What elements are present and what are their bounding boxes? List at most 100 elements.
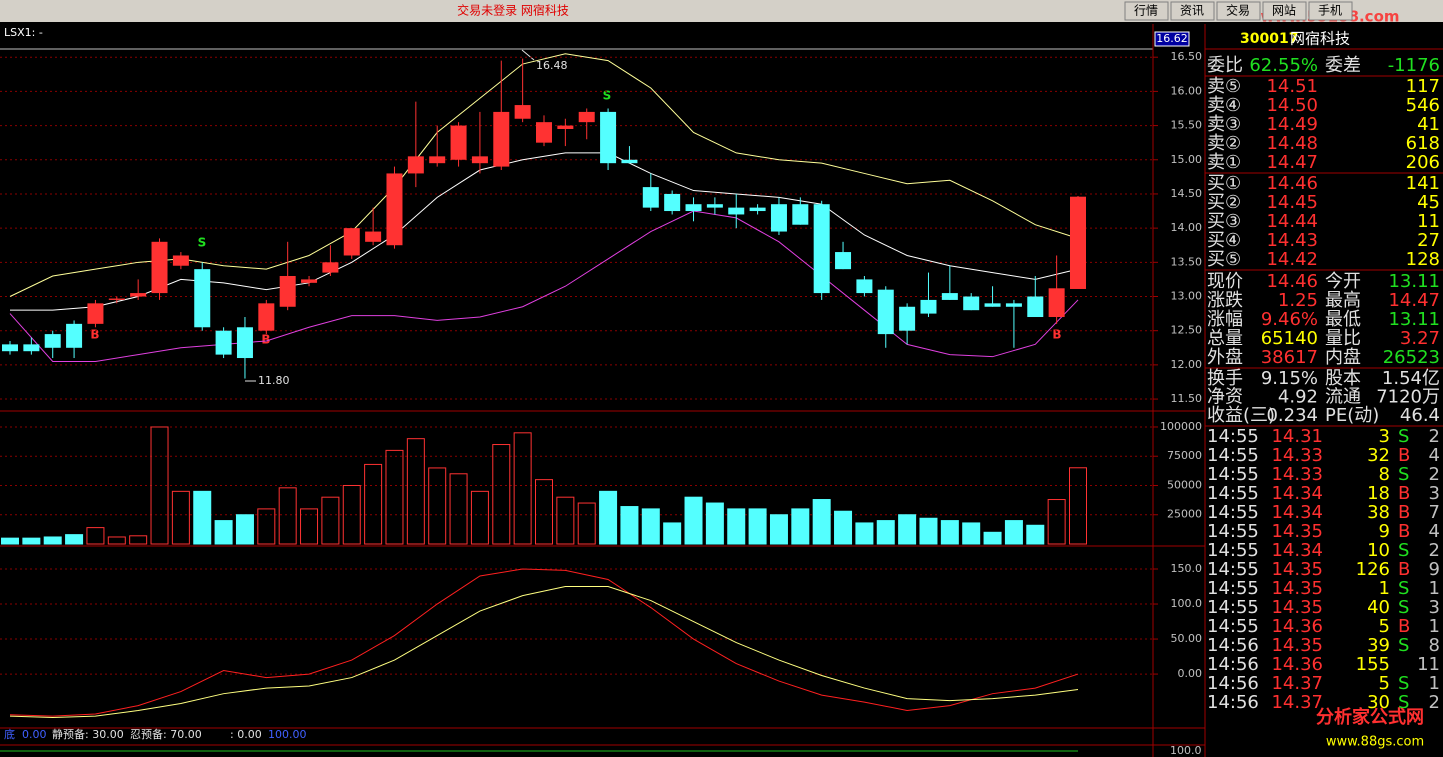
candle-body (984, 303, 1001, 307)
candle-body (493, 111, 510, 167)
candle-body (941, 293, 958, 300)
y-tick-label: 15.50 (1171, 119, 1203, 132)
tick-count: 7 (1429, 502, 1440, 523)
tick-price: 14.33 (1271, 445, 1323, 466)
candle-body (365, 231, 382, 242)
summary-value: 1.25 (1278, 290, 1318, 311)
candle-body (194, 269, 211, 328)
y-tick-label: 0.00 (1178, 667, 1203, 680)
tick-price: 14.34 (1271, 540, 1323, 561)
book-volume: 11 (1417, 211, 1440, 232)
candle-body (514, 105, 531, 119)
candle-body (407, 156, 424, 174)
volume-bar (193, 490, 212, 545)
indicator-line (9, 586, 1079, 718)
summary-value: 7120万 (1376, 387, 1440, 408)
low-annotation: 11.80 (258, 374, 290, 387)
tick-side: S (1398, 597, 1409, 618)
volume-bar (599, 490, 618, 545)
volume-bar (513, 432, 532, 545)
menu-button-label[interactable]: 交易 (1226, 3, 1250, 18)
menu-button[interactable] (1308, 1, 1353, 21)
book-price: 14.51 (1266, 76, 1318, 97)
menu-button-label[interactable]: 网站 (1272, 4, 1296, 18)
tick-count: 4 (1429, 445, 1440, 466)
menu-button[interactable] (1262, 1, 1307, 21)
menu-button[interactable] (1216, 1, 1261, 21)
summary-label: 股本 (1325, 368, 1361, 389)
book-price: 14.45 (1266, 192, 1318, 213)
indicator-line (9, 210, 1079, 362)
summary-label: 流通 (1325, 387, 1361, 408)
summary-label: 量比 (1325, 328, 1361, 349)
tick-side: S (1398, 578, 1409, 599)
summary-label: 现价 (1207, 271, 1243, 292)
summary-value: 14.47 (1388, 290, 1440, 311)
book-label: 买④ (1207, 230, 1241, 251)
volume-bar (663, 522, 682, 545)
menu-button-label[interactable]: 资讯 (1180, 4, 1204, 18)
tick-time: 14:55 (1207, 502, 1259, 523)
volume-bar (577, 502, 596, 545)
summary-value: 26523 (1383, 347, 1440, 368)
status-text: 忍预备: 70.00 (130, 727, 202, 741)
y-tick-label: 15.00 (1171, 153, 1203, 166)
menu-button[interactable] (1170, 1, 1215, 21)
tick-time: 14:56 (1207, 635, 1259, 656)
summary-value: 9.46% (1261, 309, 1318, 330)
candle-body (749, 207, 766, 212)
stock-name: 网宿科技 (1290, 30, 1350, 48)
volume-bar (129, 535, 148, 545)
summary-value: 46.4 (1400, 405, 1440, 426)
volume-bar (385, 449, 404, 545)
volume-bar (1, 537, 19, 545)
tick-price: 14.34 (1271, 502, 1323, 523)
tick-count: 11 (1417, 654, 1440, 675)
volume-bar (406, 438, 425, 545)
summary-label: 涨幅 (1207, 309, 1243, 330)
volume-bar (449, 473, 468, 545)
tick-count: 2 (1429, 464, 1440, 485)
volume-bar (214, 520, 233, 545)
candle-body (706, 204, 723, 208)
tick-time: 14:55 (1207, 597, 1259, 618)
summary-value: 0.234 (1266, 405, 1318, 426)
candle-body (301, 279, 318, 283)
tick-side: S (1398, 692, 1409, 713)
candle-body (1048, 288, 1065, 318)
signal: B (90, 328, 99, 342)
candle-body (835, 252, 852, 270)
summary-value: 13.11 (1388, 309, 1440, 330)
candle-body (642, 187, 659, 208)
tick-volume: 3 (1379, 426, 1390, 447)
menu-button-label[interactable]: 行情 (1134, 4, 1158, 18)
volume-bar (43, 536, 62, 545)
tick-time: 14:55 (1207, 445, 1259, 466)
quote-value: -1176 (1388, 55, 1440, 76)
tick-price: 14.35 (1271, 578, 1323, 599)
book-label: 卖② (1207, 133, 1241, 154)
book-label: 买② (1207, 192, 1241, 213)
tick-volume: 10 (1367, 540, 1390, 561)
volume-bar (983, 531, 1002, 545)
tick-count: 2 (1429, 426, 1440, 447)
menu-button-label[interactable]: 手机 (1318, 4, 1342, 18)
summary-label: 外盘 (1207, 347, 1243, 368)
book-volume: 546 (1406, 95, 1440, 116)
indicator-line (10, 152, 1079, 311)
book-label: 卖⑤ (1207, 76, 1241, 97)
status-text: 底 (4, 727, 15, 741)
menu-button[interactable] (1124, 1, 1169, 21)
tick-price: 14.37 (1271, 692, 1323, 713)
formula-label: LSX1: - (4, 26, 43, 39)
book-label: 买⑤ (1207, 249, 1241, 270)
candle-body (600, 111, 617, 164)
volume-bar (428, 467, 447, 545)
y-tick-label: 25000 (1167, 508, 1202, 521)
candle-body (1005, 303, 1022, 307)
watermark: www.88gs.com (1326, 735, 1424, 750)
summary-value: 3.27 (1400, 328, 1440, 349)
candle-body (450, 125, 467, 160)
y-tick-label: 100.0 (1171, 597, 1203, 610)
tick-count: 8 (1429, 635, 1440, 656)
